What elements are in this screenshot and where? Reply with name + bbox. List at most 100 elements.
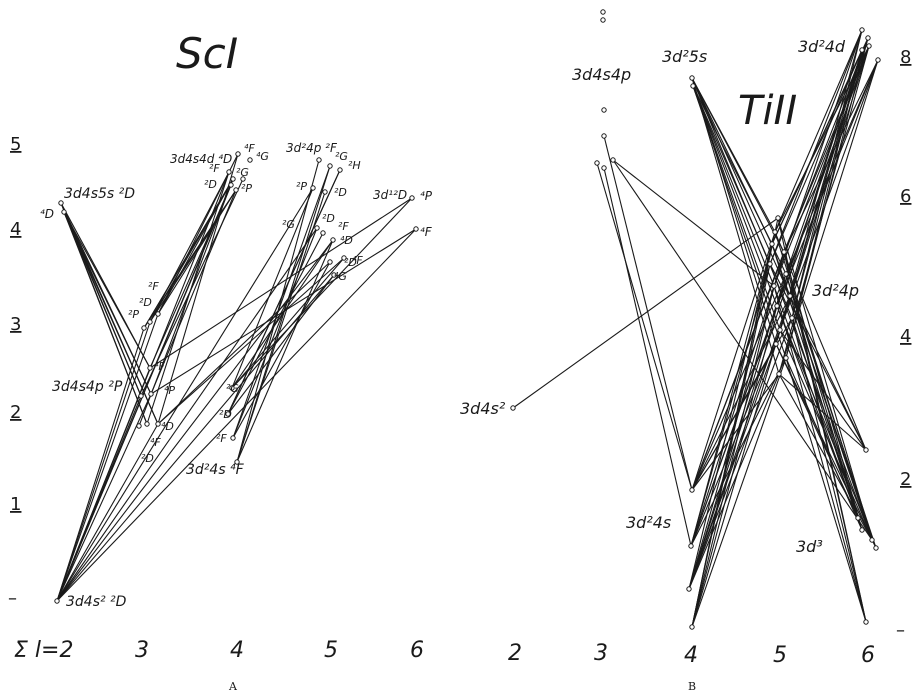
term-label: ²D <box>344 256 357 269</box>
transition-line <box>692 85 787 359</box>
transition-line <box>789 295 873 541</box>
transition-line <box>789 295 867 451</box>
transition-line <box>157 153 239 425</box>
term-label: ⁴D <box>340 234 353 247</box>
panel-b-y-tick: 6 <box>900 186 911 207</box>
transition-line <box>56 423 159 602</box>
energy-level-point <box>773 341 779 347</box>
energy-level-point <box>337 167 343 173</box>
term-label: ²D <box>334 186 347 199</box>
transition-line <box>56 239 334 602</box>
energy-level-point <box>859 527 865 533</box>
energy-level-point <box>859 47 865 53</box>
transition-line <box>231 197 413 389</box>
transition-line <box>774 29 863 233</box>
panel-a-config-label: 3d4s5s ²D <box>64 186 135 202</box>
transition-line <box>603 135 693 491</box>
panel-a-config-label: 3d¹²D <box>373 188 407 202</box>
panel-b-config-label: 3d³ <box>796 537 823 556</box>
transition-line <box>236 165 331 463</box>
transition-lines-panel-b <box>512 29 879 628</box>
transition-line <box>777 217 867 623</box>
transition-line <box>691 231 776 491</box>
energy-level-point <box>138 393 144 399</box>
term-label: ⁴F <box>154 360 165 373</box>
transition-line <box>56 228 417 602</box>
energy-level-point <box>866 43 872 49</box>
transition-line <box>778 373 867 451</box>
energy-level-point <box>783 355 789 361</box>
term-label: ⁴P <box>164 384 175 397</box>
term-label: ⁴F <box>420 225 433 239</box>
term-label: ²D <box>219 408 232 421</box>
energy-level-point <box>859 27 865 33</box>
panel-b-title: TiII <box>738 88 797 134</box>
energy-level-point <box>331 272 337 278</box>
transition-line <box>231 239 334 389</box>
transition-line <box>691 357 787 628</box>
transition-line <box>769 263 867 451</box>
panel-a-config-label: 3d²4p ²F <box>286 141 338 155</box>
term-label: ⁴D <box>161 420 174 433</box>
transition-line <box>691 77 791 297</box>
transition-line <box>227 274 335 415</box>
energy-level-point <box>769 241 775 247</box>
energy-level-point <box>225 411 231 417</box>
energy-level-point <box>781 249 787 255</box>
transition-line <box>690 243 773 547</box>
energy-level-point <box>230 176 236 182</box>
energy-level-point <box>863 447 869 453</box>
panel-b-x-tick: 2 <box>508 641 522 666</box>
panel-b-config-label: 3d²4s <box>626 513 671 532</box>
transition-line <box>791 49 863 319</box>
energy-level-point <box>600 9 606 15</box>
transition-line <box>789 49 863 297</box>
term-label: ²F <box>216 432 227 445</box>
energy-level-point <box>689 487 695 493</box>
energy-level-point <box>330 237 336 243</box>
energy-level-point <box>341 255 347 261</box>
transition-line <box>769 29 863 265</box>
energy-level-point <box>774 303 780 309</box>
transition-line <box>771 49 863 245</box>
energy-level-point <box>869 537 875 543</box>
transition-line <box>785 357 867 623</box>
transition-line <box>776 305 877 549</box>
term-label: ²F <box>209 162 220 175</box>
panel-b-x-tick: 5 <box>773 643 787 668</box>
energy-level-point <box>855 515 861 521</box>
term-label: ⁴P <box>420 189 433 203</box>
transition-line <box>612 159 873 541</box>
term-label: ⁴F <box>352 254 363 267</box>
panel-b-y-tick: 2 <box>900 469 911 490</box>
energy-level-point <box>413 226 419 232</box>
transition-lines-panel-a <box>56 153 417 602</box>
panel-a-x-tick: 4 <box>230 638 244 663</box>
transition-line <box>227 169 341 415</box>
term-label: ²D <box>204 178 217 191</box>
panel-b-config-label: 3d²5s <box>662 47 707 66</box>
panel-b-y-tick: 8 <box>900 47 911 68</box>
term-label: ²P <box>128 308 139 321</box>
energy-level-point <box>875 57 881 63</box>
transition-line <box>56 321 151 602</box>
energy-level-point <box>54 598 60 604</box>
transition-line <box>56 393 152 602</box>
panel-b-x-tick: 3 <box>594 641 608 666</box>
energy-level-point <box>787 293 793 299</box>
term-label: ²F <box>338 220 349 233</box>
term-label: ²F <box>148 280 159 293</box>
transition-line <box>691 77 780 375</box>
energy-level-point <box>783 271 789 277</box>
energy-level-point <box>601 107 607 113</box>
energy-level-point <box>314 225 320 231</box>
transition-line <box>63 211 148 425</box>
transition-line <box>691 77 785 253</box>
term-label: ²D <box>322 212 335 225</box>
energy-level-point <box>234 459 240 465</box>
energy-level-point <box>600 17 606 23</box>
transition-line <box>596 162 693 491</box>
energy-level-point <box>777 327 783 333</box>
transition-line <box>691 373 780 491</box>
transition-line <box>691 77 787 275</box>
